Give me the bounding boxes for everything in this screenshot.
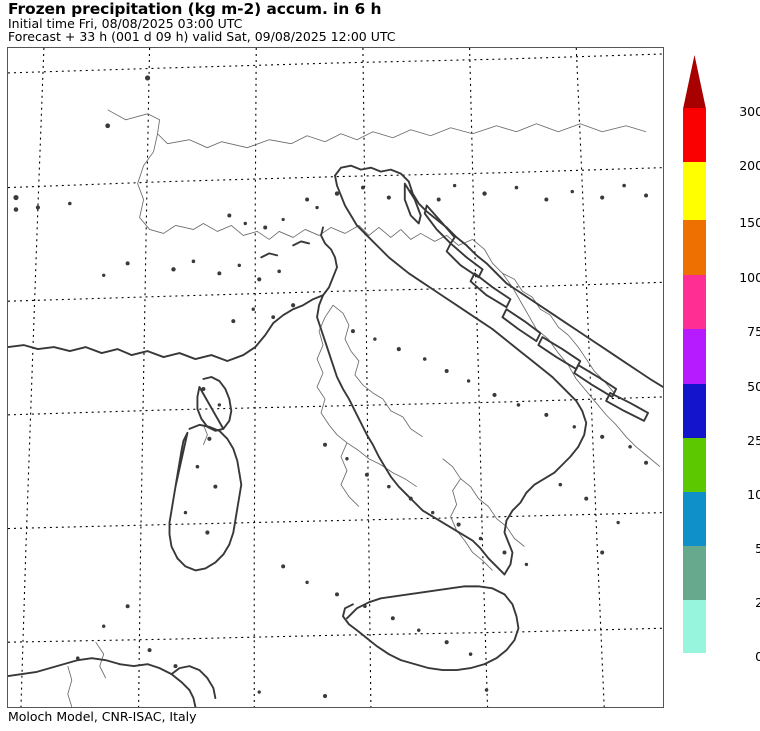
page-title: Frozen precipitation (kg m-2) accum. in … (8, 0, 382, 18)
forecast-valid-label: Forecast + 33 h (001 d 09 h) valid Sat, … (8, 29, 396, 44)
colorbar-label-300: 300.0 (739, 104, 760, 119)
graticule-gridlines (8, 48, 663, 707)
colorbar-band-300 (683, 108, 706, 162)
colorbar-label-0p5: 0.5 (755, 649, 760, 664)
initial-time-label: Initial time Fri, 08/08/2025 03:00 UTC (8, 16, 243, 31)
model-credit-label: Moloch Model, CNR-ISAC, Italy (8, 709, 197, 724)
colorbar-label-200: 200.0 (739, 158, 760, 173)
colorbar-tick-labels: 300.0 200.0 150.0 100.0 75.0 50.0 25.0 1… (717, 55, 760, 664)
colorbar-bands (683, 108, 706, 653)
colorbar-band-50 (683, 384, 706, 438)
colorbar-label-2p5: 2.5 (755, 595, 760, 610)
colorbar-band-5 (683, 546, 706, 600)
map-panel[interactable] (7, 47, 664, 708)
colorbar-label-75: 75.0 (747, 324, 760, 339)
colorbar-label-100: 100.0 (739, 270, 760, 285)
colorbar-band-75 (683, 329, 706, 384)
map-canvas (8, 48, 663, 707)
colorbar-band-200 (683, 162, 706, 220)
colorbar-top-arrow (683, 55, 706, 109)
colorbar-label-25: 25.0 (747, 433, 760, 448)
colorbar-label-150: 150.0 (739, 215, 760, 230)
colorbar-label-10: 10.0 (747, 487, 760, 502)
colorbar-label-50: 50.0 (747, 379, 760, 394)
colorbar-band-25 (683, 438, 706, 492)
colorbar-band-10 (683, 492, 706, 546)
colorbar: 300.0 200.0 150.0 100.0 75.0 50.0 25.0 1… (683, 55, 760, 663)
colorbar-band-100 (683, 275, 706, 329)
terrain-speckle-marks (13, 75, 649, 699)
administrative-borders (67, 109, 661, 707)
coastlines (8, 164, 663, 707)
colorbar-band-2p5 (683, 600, 706, 653)
header-text-block: Frozen precipitation (kg m-2) accum. in … (8, 0, 628, 44)
colorbar-label-5: 5.0 (755, 541, 760, 556)
colorbar-band-150 (683, 220, 706, 275)
